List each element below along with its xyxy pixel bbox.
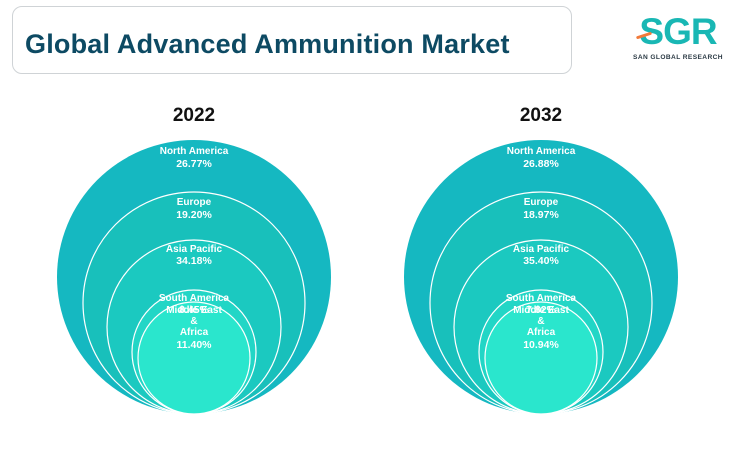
page-title: Global Advanced Ammunition Market bbox=[25, 29, 510, 59]
region-label-middle-east-africa: Africa bbox=[527, 327, 556, 338]
sgr-logo: SGR SAN GLOBAL RESEARCH bbox=[630, 12, 726, 64]
region-value-europe: 18.97% bbox=[523, 209, 559, 221]
region-value-asia-pacific: 35.40% bbox=[523, 255, 559, 267]
region-label-north-america: North America bbox=[160, 146, 229, 157]
region-value-middle-east-africa: 11.40% bbox=[176, 339, 212, 351]
region-value-middle-east-africa: 10.94% bbox=[523, 339, 559, 351]
region-label-middle-east-africa: & bbox=[190, 316, 197, 327]
region-label-south-america: South America bbox=[159, 293, 230, 304]
region-label-europe: Europe bbox=[524, 197, 559, 208]
region-label-middle-east-africa: & bbox=[537, 316, 544, 327]
region-label-middle-east-africa: Middle East bbox=[513, 305, 569, 316]
region-label-middle-east-africa: Africa bbox=[180, 327, 209, 338]
region-label-south-america: South America bbox=[506, 293, 577, 304]
region-value-south-america: 8.45% bbox=[179, 304, 209, 316]
region-value-europe: 19.20% bbox=[176, 209, 212, 221]
chart-year-title: 2022 bbox=[173, 105, 215, 126]
region-label-asia-pacific: Asia Pacific bbox=[166, 244, 223, 255]
title-box: Global Advanced Ammunition Market bbox=[12, 6, 572, 74]
region-value-north-america: 26.88% bbox=[523, 158, 559, 170]
region-label-asia-pacific: Asia Pacific bbox=[513, 244, 570, 255]
region-value-south-america: 7.82% bbox=[526, 304, 556, 316]
region-label-europe: Europe bbox=[177, 197, 212, 208]
region-value-asia-pacific: 34.18% bbox=[176, 255, 212, 267]
chart-year-title: 2032 bbox=[520, 105, 562, 126]
region-label-north-america: North America bbox=[507, 146, 576, 157]
logo-tagline: SAN GLOBAL RESEARCH bbox=[633, 54, 723, 61]
region-circle-middle-east-africa bbox=[484, 301, 598, 415]
logo-mark: SGR bbox=[639, 11, 717, 52]
region-label-middle-east-africa: Middle East bbox=[166, 305, 222, 316]
region-value-north-america: 26.77% bbox=[176, 158, 212, 170]
region-circle-middle-east-africa bbox=[137, 301, 251, 415]
